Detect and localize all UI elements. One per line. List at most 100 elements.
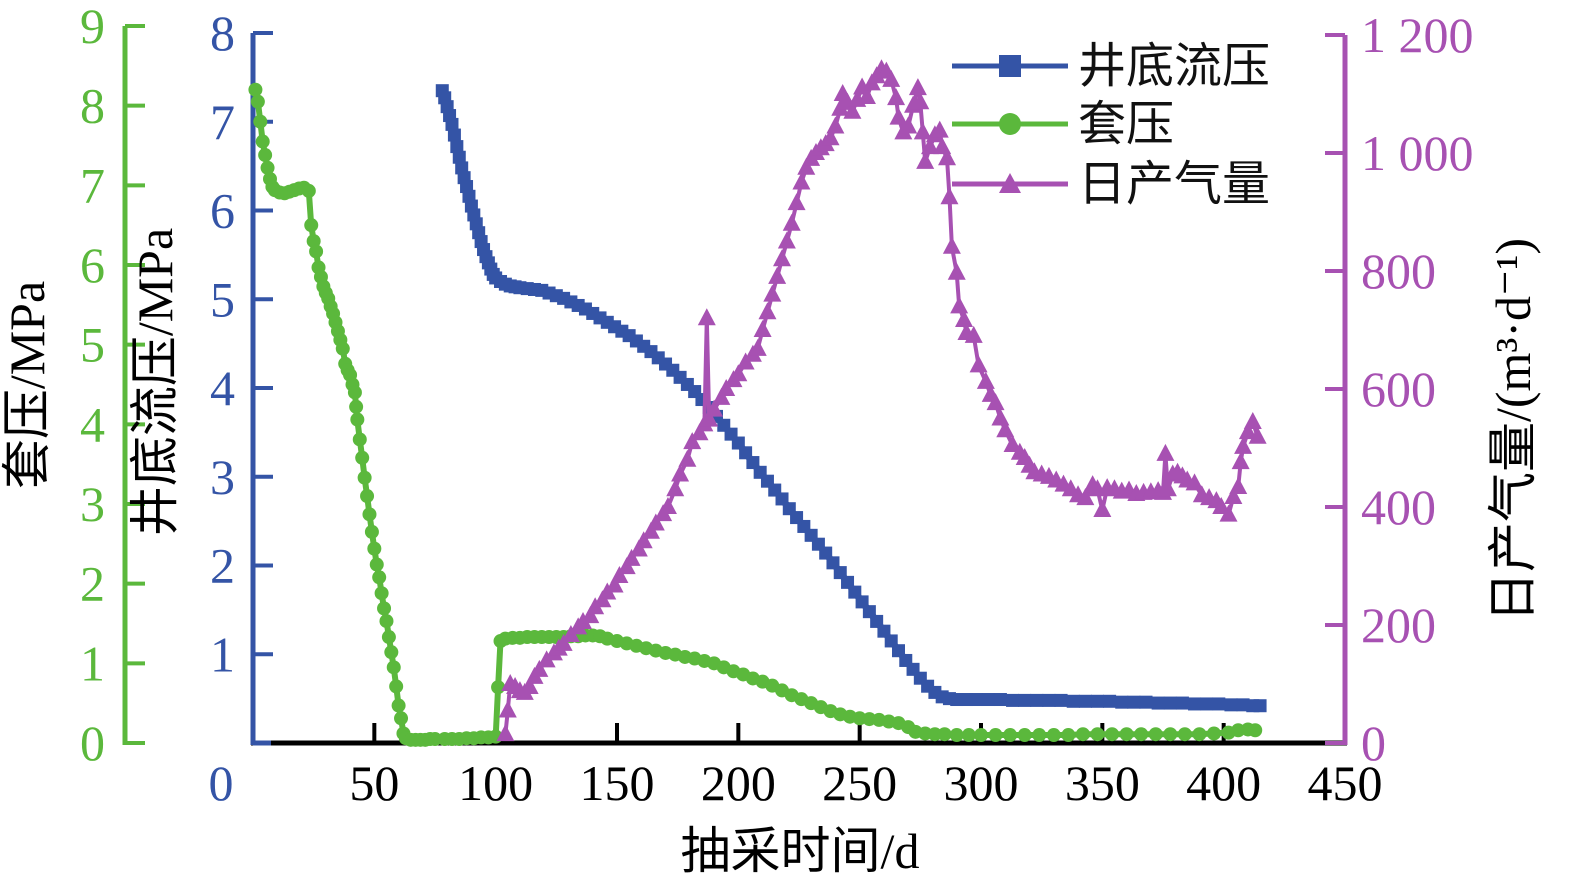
point-triangle xyxy=(1093,499,1112,517)
point-triangle xyxy=(1243,412,1262,430)
point-triangle xyxy=(916,151,935,169)
casing-tick-label: 7 xyxy=(80,157,105,213)
point-triangle xyxy=(717,379,736,396)
x-tick-label: 400 xyxy=(1186,755,1261,811)
point-circle xyxy=(360,489,375,504)
gas-tick-label: 600 xyxy=(1361,361,1436,417)
point-triangle xyxy=(622,548,641,566)
point-square xyxy=(1224,698,1238,712)
series-layer xyxy=(248,59,1267,747)
point-circle xyxy=(937,727,952,742)
point-triangle xyxy=(1158,479,1177,497)
point-triangle xyxy=(986,393,1005,411)
point-triangle xyxy=(857,86,876,104)
point-square xyxy=(862,605,876,619)
casing-tick-label: 1 xyxy=(80,635,105,691)
point-triangle xyxy=(1076,488,1095,506)
point-square xyxy=(855,595,869,609)
point-square xyxy=(1030,693,1044,707)
point-circle xyxy=(1105,727,1120,742)
point-triangle xyxy=(634,531,653,549)
point-triangle xyxy=(1224,486,1243,504)
point-circle xyxy=(1090,727,1105,742)
point-square xyxy=(462,189,476,203)
point-circle xyxy=(367,541,382,556)
point-square xyxy=(877,624,891,638)
casing-tick-label: 3 xyxy=(80,476,105,532)
point-circle xyxy=(1119,727,1134,742)
point-circle xyxy=(372,570,387,585)
point-circle xyxy=(384,645,399,660)
point-triangle xyxy=(938,148,957,166)
point-triangle xyxy=(899,116,918,134)
point-triangle xyxy=(1212,497,1231,514)
gas-tick-label: 0 xyxy=(1361,715,1386,771)
point-triangle xyxy=(712,387,731,405)
point-triangle xyxy=(581,606,600,624)
point-circle xyxy=(988,728,1003,743)
point-square xyxy=(993,693,1007,707)
point-square xyxy=(819,546,833,560)
casing-axis-title: 套压/MPa xyxy=(0,281,55,489)
point-square xyxy=(870,614,884,628)
point-triangle xyxy=(821,128,840,146)
point-circle xyxy=(355,450,370,465)
point-triangle xyxy=(964,325,983,343)
point-circle xyxy=(1206,726,1221,741)
point-circle xyxy=(1148,727,1163,742)
point-triangle xyxy=(991,408,1010,426)
bhp-tick-label: 4 xyxy=(210,360,235,416)
point-square xyxy=(1151,696,1165,710)
point-square xyxy=(981,693,995,707)
point-square xyxy=(447,128,461,142)
gas-axis-title: 日产气量/(m³·d⁻¹) xyxy=(1485,238,1541,622)
point-circle xyxy=(1046,728,1061,743)
point-triangle xyxy=(697,308,716,326)
point-triangle xyxy=(887,88,906,106)
x-tick-label: 100 xyxy=(458,755,533,811)
point-circle xyxy=(386,660,401,675)
bhp-axis-title: 井底流压/MPa xyxy=(127,228,183,536)
point-square xyxy=(455,161,469,175)
point-triangle xyxy=(705,399,724,417)
point-circle xyxy=(255,134,270,149)
point-square xyxy=(1200,697,1214,711)
gas-tick-label: 1 000 xyxy=(1361,125,1474,181)
point-circle xyxy=(253,114,268,129)
x-tick-label: 150 xyxy=(580,755,655,811)
point-triangle xyxy=(671,464,690,482)
point-triangle xyxy=(658,497,677,514)
x-axis-title: 抽采时间/d xyxy=(681,823,920,879)
point-triangle xyxy=(530,659,549,677)
point-triangle xyxy=(683,432,702,450)
bhp-tick-label: 8 xyxy=(210,5,235,61)
point-square xyxy=(1127,695,1141,709)
point-triangle xyxy=(1229,476,1248,494)
point-circle xyxy=(1163,727,1178,742)
point-circle xyxy=(352,432,367,447)
point-triangle xyxy=(700,409,719,427)
point-triangle xyxy=(955,309,974,327)
point-triangle xyxy=(498,700,517,718)
point-circle xyxy=(1177,727,1192,742)
point-circle xyxy=(389,679,404,694)
point-circle xyxy=(309,244,324,259)
point-triangle xyxy=(942,236,961,254)
point-triangle xyxy=(666,479,685,497)
point-triangle xyxy=(758,302,777,320)
point-circle xyxy=(335,341,350,356)
point-square xyxy=(1018,693,1032,707)
point-circle xyxy=(974,728,988,743)
point-triangle xyxy=(843,101,862,119)
point-triangle xyxy=(947,262,966,280)
point-triangle xyxy=(678,449,697,467)
point-triangle xyxy=(797,157,816,175)
point-circle xyxy=(369,557,384,572)
point-square xyxy=(1253,699,1267,713)
point-circle xyxy=(250,94,265,109)
point-square xyxy=(1006,693,1020,707)
point-triangle xyxy=(748,338,767,356)
point-circle xyxy=(248,82,263,97)
legend-item-gas: 日产气量 xyxy=(952,158,1270,211)
